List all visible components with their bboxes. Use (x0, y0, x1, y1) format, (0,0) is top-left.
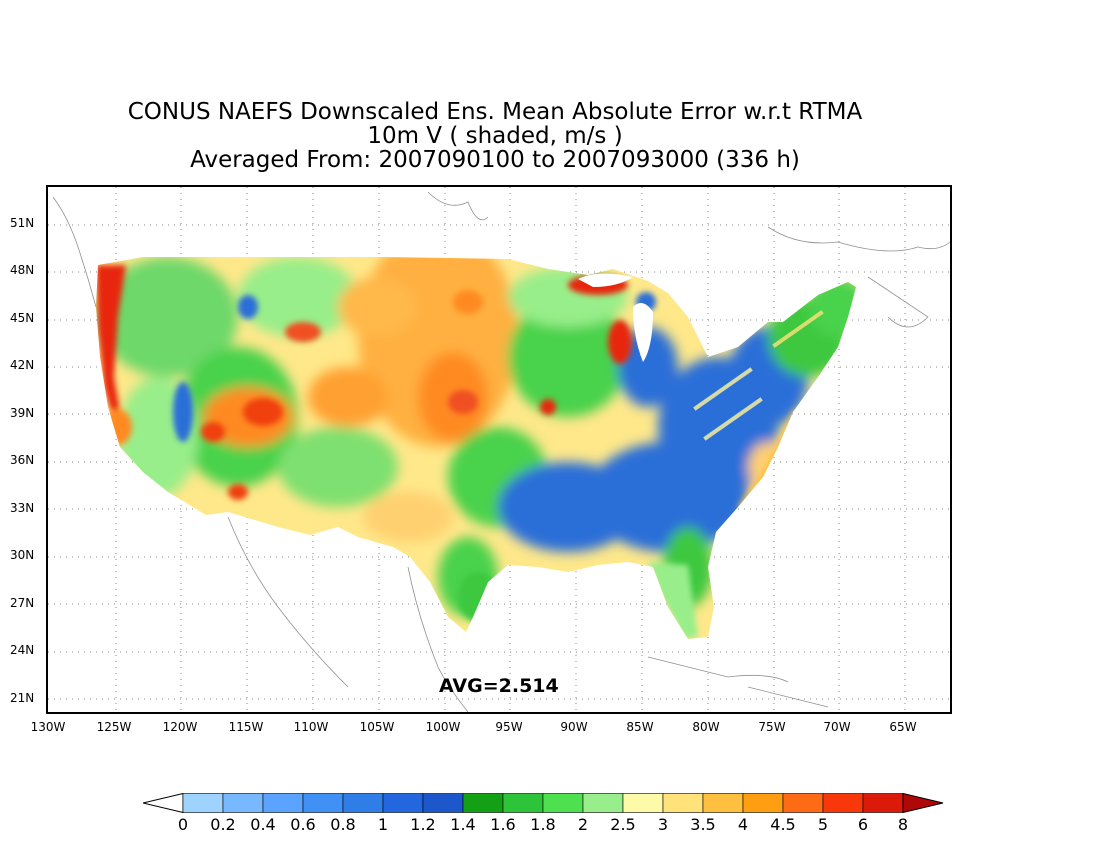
colorbar-swatch (182, 793, 224, 813)
map-title: CONUS NAEFS Downscaled Ens. Mean Absolut… (0, 100, 990, 172)
longitude-label: 95W (495, 720, 523, 734)
colorbar-label: 1.8 (530, 815, 556, 834)
title-line-3: Averaged From: 2007090100 to 2007093000 … (190, 147, 800, 173)
colorbar-label: 0.4 (250, 815, 276, 834)
longitude-label: 130W (30, 720, 66, 734)
colorbar-label: 6 (857, 815, 869, 834)
colorbar-label: 0.6 (290, 815, 316, 834)
colorbar-label: 8 (897, 815, 909, 834)
map-panel (46, 185, 952, 714)
latitude-label: 27N (10, 596, 35, 610)
colorbar-label: 4 (737, 815, 749, 834)
longitude-label: 70W (823, 720, 851, 734)
colorbar-label: 2 (577, 815, 589, 834)
latitude-label: 33N (10, 501, 35, 515)
colorbar-swatch (222, 793, 264, 813)
colorbar-label: 0 (177, 815, 189, 834)
colorbar-swatch (422, 793, 464, 813)
latitude-label: 51N (10, 216, 35, 230)
latitude-label: 45N (10, 311, 35, 325)
colorbar-swatch (662, 793, 704, 813)
great-lakes (578, 273, 653, 362)
latitude-label: 39N (10, 406, 35, 420)
colorbar-swatch (822, 793, 864, 813)
colorbar-swatch (622, 793, 664, 813)
colorbar-swatch (342, 793, 384, 813)
latitude-label: 36N (10, 453, 35, 467)
latitude-label: 30N (10, 548, 35, 562)
longitude-label: 110W (293, 720, 329, 734)
colorbar-underflow-arrow (143, 793, 184, 813)
latitude-label: 42N (10, 358, 35, 372)
colorbar-swatch (302, 793, 344, 813)
latitude-label: 24N (10, 643, 35, 657)
longitude-label: 75W (758, 720, 786, 734)
colorbar-label: 2.5 (610, 815, 636, 834)
latitude-label: 21N (10, 691, 35, 705)
longitude-label: 65W (889, 720, 917, 734)
longitude-label: 80W (692, 720, 720, 734)
colorbar-label: 1 (377, 815, 389, 834)
colorbar-label: 5 (817, 815, 829, 834)
colorbar-swatch (462, 793, 504, 813)
error-field-map (48, 187, 950, 712)
shaded-field (96, 257, 856, 639)
longitude-label: 90W (560, 720, 588, 734)
longitude-label: 125W (96, 720, 132, 734)
longitude-label: 85W (626, 720, 654, 734)
title-line-2: 10m V ( shaded, m/s ) (367, 123, 623, 149)
latitude-label: 48N (10, 263, 35, 277)
colorbar-swatch (702, 793, 744, 813)
colorbar-label: 1.6 (490, 815, 516, 834)
colorbar-label: 4.5 (770, 815, 796, 834)
colorbar-label: 0.8 (330, 815, 356, 834)
colorbar-label: 3.5 (690, 815, 716, 834)
colorbar-label: 1.4 (450, 815, 476, 834)
longitude-label: 115W (228, 720, 264, 734)
colorbar-overflow-arrow (902, 793, 944, 813)
colorbar (143, 793, 944, 813)
colorbar-swatch (782, 793, 824, 813)
colorbar-label: 1.2 (410, 815, 436, 834)
colorbar-swatch (502, 793, 544, 813)
colorbar-swatch (382, 793, 424, 813)
colorbar-swatch (582, 793, 624, 813)
title-line-1: CONUS NAEFS Downscaled Ens. Mean Absolut… (127, 99, 863, 125)
longitude-label: 100W (425, 720, 461, 734)
longitude-label: 105W (359, 720, 395, 734)
longitude-label: 120W (162, 720, 198, 734)
colorbar-swatch (742, 793, 784, 813)
colorbar-swatch (862, 793, 904, 813)
colorbar-swatch (262, 793, 304, 813)
average-value-label: AVG=2.514 (439, 675, 559, 697)
coastlines (52, 191, 950, 712)
colorbar-label: 3 (657, 815, 669, 834)
colorbar-label: 0.2 (210, 815, 236, 834)
colorbar-swatch (542, 793, 584, 813)
